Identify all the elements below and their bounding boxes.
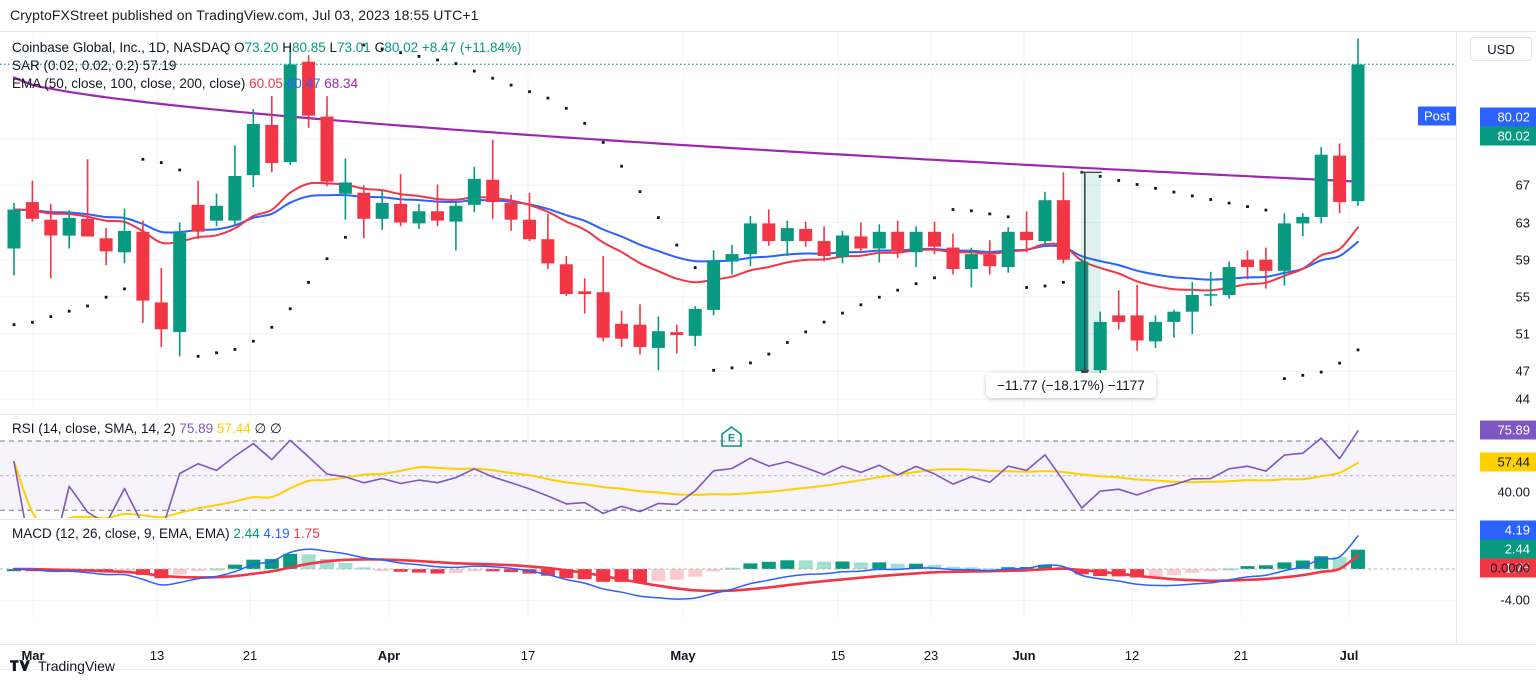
macd-plot[interactable] [0,520,1456,617]
time-tick-label: 12 [1124,648,1140,663]
price-tick-label: 59 [1515,252,1530,268]
rsi-value-badge: 75.89 [1480,420,1536,440]
macd-signal-badge: 1.75 [1480,558,1536,578]
price-chart-svg [0,32,1456,413]
time-tick-label: 17 [520,648,536,663]
price-tick-label: 47 [1515,363,1530,379]
price-change: +8.47 (+11.84%) [421,40,522,55]
rsi-pane[interactable]: RSI (14, close, SMA, 14, 2) 75.89 57.44 … [0,414,1456,518]
ema-title: EMA (50, close, 100, close, 200, close) [12,76,246,91]
ema-legend[interactable]: EMA (50, close, 100, close, 200, close) … [12,76,358,91]
macd-legend[interactable]: MACD (12, 26, close, 9, EMA, EMA) 2.44 4… [12,526,320,541]
rsi-title: RSI (14, close, SMA, 14, 2) [12,421,176,436]
rsi-sma-badge: 57.44 [1480,452,1536,472]
time-tick-label: 23 [923,648,939,663]
macd-line-value: 4.19 [263,526,290,541]
post-market-badge: Post [1417,106,1456,126]
sar-value: 57.19 [142,58,177,73]
time-tick-label: 21 [1233,648,1249,663]
time-tick-label: Jun [1012,648,1036,663]
time-tick-label: Jul [1339,648,1359,663]
ohlc-o-value: 73.20 [244,40,279,55]
macd-line-badge: 4.19 [1480,520,1536,540]
tradingview-logo-icon [10,659,32,673]
symbol-title: Coinbase Global, Inc., 1D, NASDAQ [12,40,231,55]
price-scale[interactable]: USD 726763595551474480.0280.0275.8957.44… [1456,32,1536,645]
rsi-chart-svg [0,415,1456,518]
ohlc-h-value: 80.85 [291,40,326,55]
time-scale[interactable]: Mar 13 21 Apr 17 May 15 23 Jun 12 21 Jul [0,644,1536,670]
macd-hist-badge: 2.44 [1480,539,1536,559]
ohlc-h-label: H [282,40,292,55]
time-tick-label: 15 [830,648,846,663]
footer-brand: TradingView [38,658,116,674]
ohlc-l-label: L [329,40,338,55]
macd-zero-tick-label: 0.0000 [1490,560,1530,576]
chart-frame: Coinbase Global, Inc., 1D, NASDAQ O73.20… [0,31,1536,645]
sar-legend[interactable]: SAR (0.02, 0.02, 0.2) 57.19 [12,58,176,73]
ema50-value: 60.05 [249,76,283,91]
ema200-value: 68.34 [324,76,359,91]
ohlc-l-value: 73.01 [337,40,371,55]
macd-pane[interactable]: MACD (12, 26, close, 9, EMA, EMA) 2.44 4… [0,519,1456,617]
time-tick-label: May [670,648,696,663]
rsi-legend[interactable]: RSI (14, close, SMA, 14, 2) 75.89 57.44 … [12,421,282,437]
time-tick-label: 21 [242,648,258,663]
price-tick-label: 44 [1515,391,1530,407]
rsi-sma-value: 57.44 [216,421,251,436]
post-price-badge: 80.02 [1480,107,1536,127]
currency-label[interactable]: USD [1470,37,1532,61]
rsi-value: 75.89 [179,421,214,436]
ohlc-c-value: 80.02 [384,40,419,55]
price-plot[interactable] [0,32,1456,413]
price-tick-label: 63 [1515,215,1530,230]
rsi-tick-label: 40.00 [1497,484,1530,500]
price-pane[interactable]: Coinbase Global, Inc., 1D, NASDAQ O73.20… [0,32,1456,447]
time-tick-label: Apr [377,648,401,663]
macd-chart-svg [0,520,1456,617]
macd-negative-tick-label: -4.00 [1500,592,1530,608]
footer: TradingView [10,658,115,674]
macd-hist-value: 2.44 [233,526,260,541]
price-legend-symbol: Coinbase Global, Inc., 1D, NASDAQ O73.20… [12,40,521,55]
price-tick-label: 55 [1515,289,1530,305]
measurement-tooltip[interactable]: −11.77 (−18.17%) −1177 [986,373,1156,398]
price-tick-label: 51 [1515,326,1530,342]
ohlc-o-label: O [234,40,245,55]
rsi-plot[interactable] [0,415,1456,518]
rsi-extra-1: ∅ [254,421,267,436]
rsi-extra-2: ∅ [269,421,282,436]
ema100-value: 60.47 [286,76,321,91]
time-tick-label: Mar [21,648,45,663]
macd-signal-value: 1.75 [293,526,320,541]
macd-title: MACD (12, 26, close, 9, EMA, EMA) [12,526,230,541]
attribution-text: CryptoFXStreet published on TradingView.… [10,7,479,23]
svg-text:E: E [728,433,735,445]
earnings-marker-icon[interactable]: E [720,425,743,448]
price-tick-label: 67 [1515,177,1530,193]
time-tick-label: 13 [149,648,165,663]
sar-title: SAR (0.02, 0.02, 0.2) [12,58,139,73]
ohlc-c-label: C [374,40,385,55]
last-price-badge: 80.02 [1480,126,1536,146]
